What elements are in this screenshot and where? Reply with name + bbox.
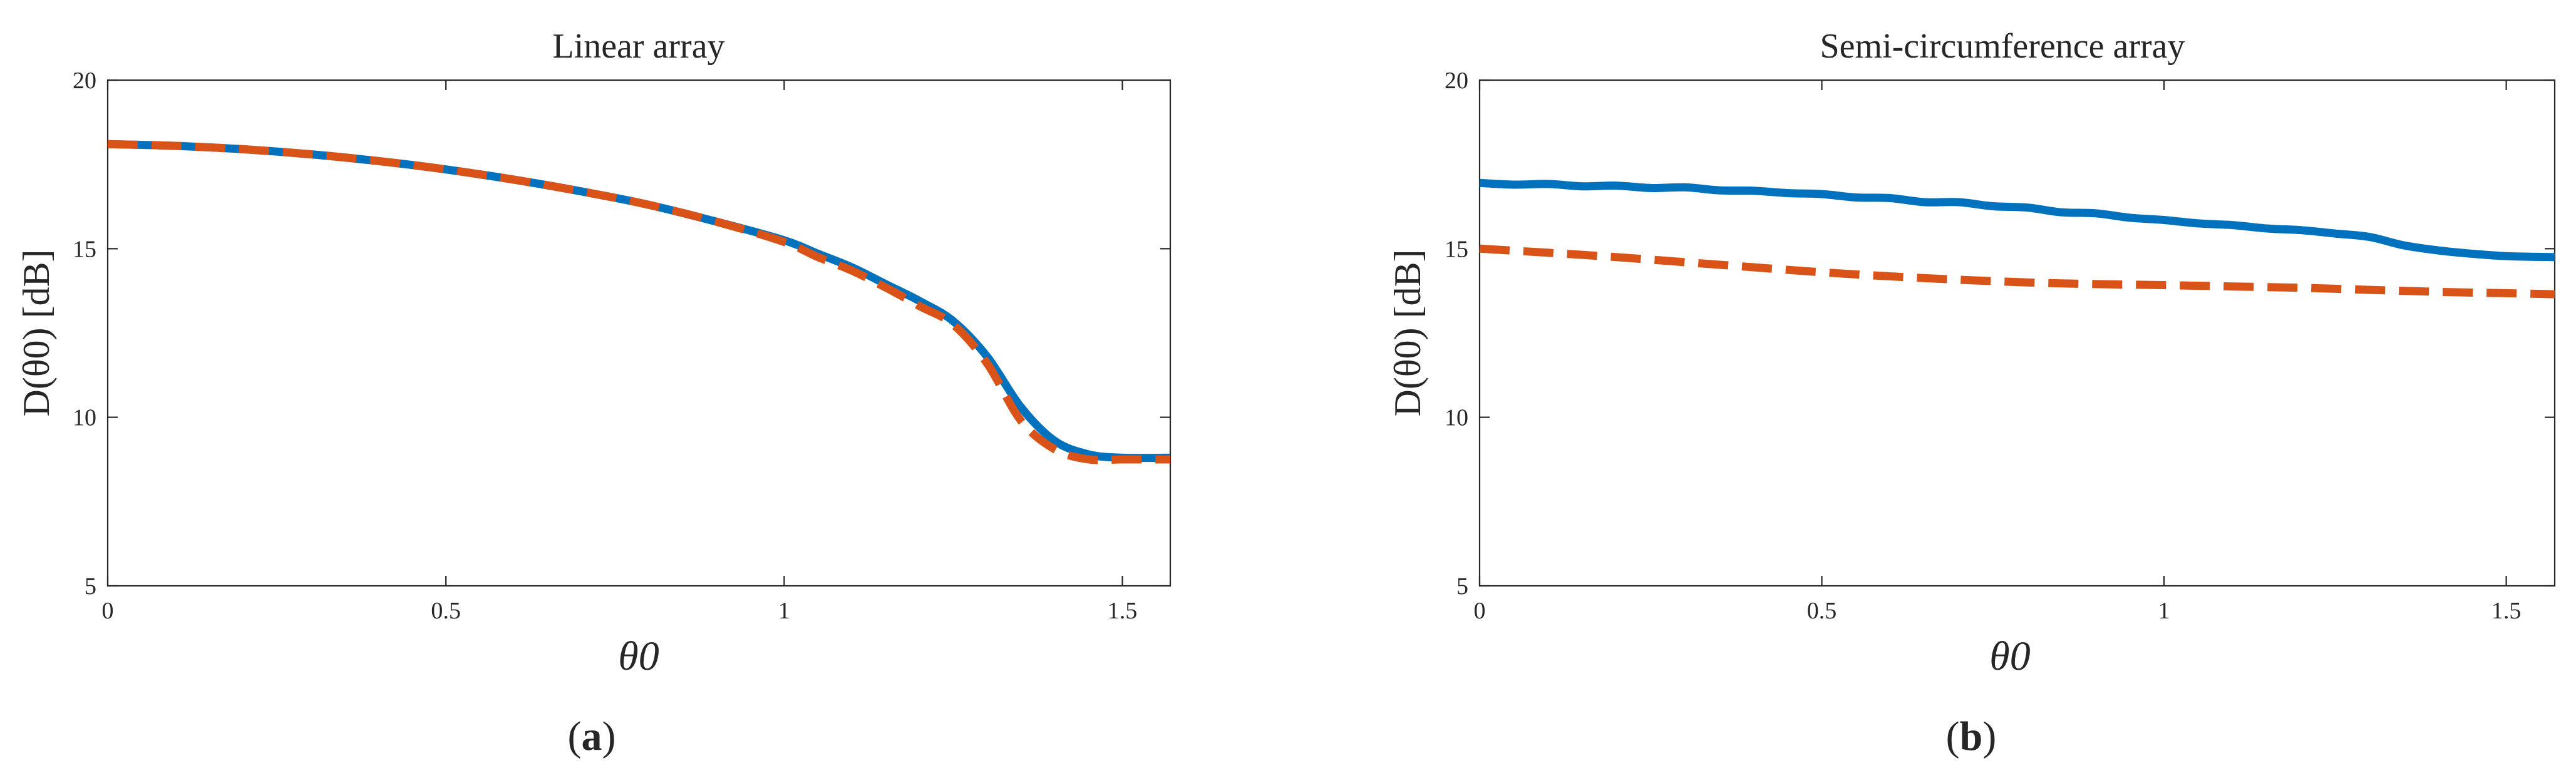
panel-caption: (a): [568, 714, 616, 759]
axis-ticks: 0 0.5 1 1.5 5 10 15 20: [73, 68, 1170, 624]
y-tick-label: 5: [85, 573, 96, 600]
plot-area-frame: [1478, 79, 2556, 587]
series-line-solid: [107, 140, 1171, 463]
plot-area-frame: [106, 79, 1172, 587]
y-tick-label: 10: [73, 405, 96, 431]
x-tick-label: 0.5: [1807, 598, 1837, 624]
x-tick-label: 0: [102, 598, 114, 624]
x-tick-label: 0: [1474, 598, 1486, 624]
x-tick-label: 0.5: [431, 598, 461, 624]
y-tick-label: 5: [1456, 573, 1468, 600]
x-tick-label: 1.5: [1108, 598, 1138, 624]
panel-label: a: [582, 714, 602, 759]
x-tick-label: 1: [778, 598, 790, 624]
chart-title: Linear array: [552, 27, 724, 66]
series-line-dashed: [1479, 244, 2555, 299]
series-line-dashed: [107, 140, 1170, 464]
y-axis-label: D(θ0) [dB]: [16, 249, 57, 416]
y-tick-label: 20: [1445, 68, 1468, 94]
series-line-solid: [1479, 178, 2555, 262]
series-layer: [1479, 178, 2555, 299]
x-axis-label: θ0: [618, 633, 659, 679]
panel-label: b: [1960, 714, 1983, 759]
panel-caption: (b): [1946, 714, 1997, 759]
axis-ticks: 0 0.5 1 1.5 5 10 15 20: [1445, 68, 2555, 624]
x-tick-label: 1.5: [2491, 598, 2522, 624]
chart-panel-semicircumference: Semi-circumference array 0 0.5 1 1.5 5 10 15 20…: [1387, 27, 2556, 759]
y-tick-label: 20: [73, 68, 96, 94]
y-tick-label: 15: [73, 236, 96, 262]
chart-title: Semi-circumference array: [1820, 27, 2185, 66]
x-tick-label: 1: [2158, 598, 2170, 624]
x-axis-label: θ0: [1989, 633, 2030, 679]
series-layer: [107, 140, 1171, 464]
y-axis-label: D(θ0) [dB]: [1387, 249, 1428, 416]
y-tick-label: 15: [1445, 236, 1468, 262]
y-tick-label: 10: [1445, 405, 1468, 431]
